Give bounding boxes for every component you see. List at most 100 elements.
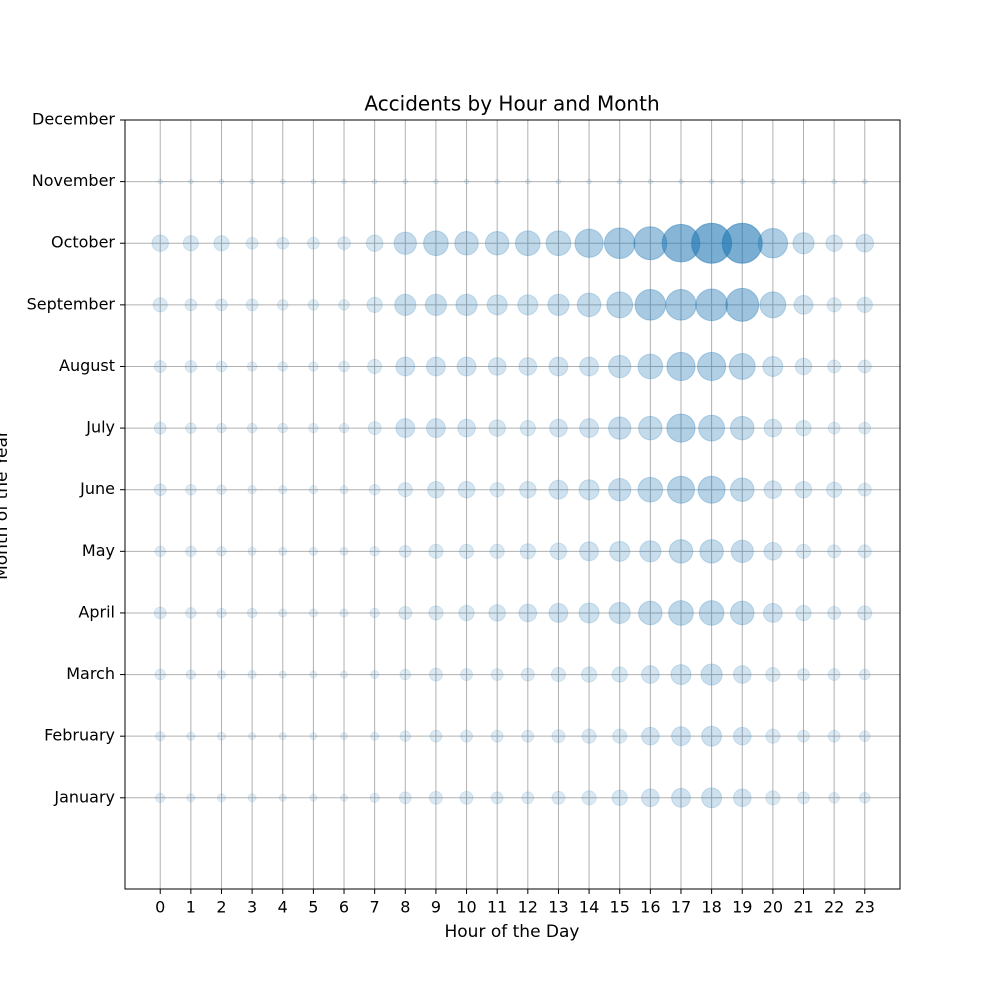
- bubble: [739, 178, 746, 185]
- bubble: [521, 729, 535, 743]
- bubble: [519, 543, 536, 560]
- bubble: [246, 422, 258, 434]
- bubble: [393, 231, 417, 255]
- bubble: [518, 357, 538, 376]
- y-tick-label: February: [44, 726, 115, 745]
- bubble: [521, 791, 535, 805]
- bubble: [859, 668, 871, 681]
- bubble: [725, 287, 760, 322]
- bubble: [794, 480, 813, 499]
- bubble: [609, 540, 631, 562]
- bubble: [184, 360, 198, 373]
- bubble: [433, 178, 439, 185]
- x-tick-label: 16: [640, 898, 660, 917]
- bubble: [278, 732, 287, 741]
- x-tick-label: 0: [155, 898, 165, 917]
- bubble: [457, 480, 476, 499]
- bubble: [277, 361, 288, 372]
- bubble: [608, 478, 632, 502]
- bubble: [337, 236, 351, 251]
- bubble: [276, 299, 289, 311]
- bubble: [428, 667, 443, 682]
- bubble: [216, 793, 227, 803]
- bubble: [245, 298, 259, 312]
- bubble: [545, 230, 572, 257]
- bubble: [728, 353, 756, 380]
- bubble: [697, 475, 726, 504]
- bubble: [153, 360, 167, 373]
- bubble: [700, 663, 723, 686]
- bubble: [579, 541, 599, 562]
- x-tick-label: 9: [431, 898, 441, 917]
- bubble: [367, 358, 383, 375]
- bubble: [800, 178, 807, 185]
- bubble: [339, 670, 349, 679]
- y-tick-label: July: [85, 418, 115, 437]
- bubble: [665, 289, 697, 321]
- bubble: [153, 483, 167, 497]
- y-tick-label: October: [51, 233, 115, 252]
- bubble: [825, 234, 843, 252]
- x-tick-label: 14: [579, 898, 599, 917]
- bubble: [341, 178, 347, 185]
- bubble: [371, 178, 378, 185]
- bubble: [247, 485, 257, 495]
- bubble: [857, 482, 872, 497]
- bubble: [489, 543, 505, 559]
- bubble: [765, 790, 781, 806]
- bubble: [426, 418, 446, 439]
- bubble: [307, 236, 320, 250]
- bubble: [307, 299, 320, 311]
- bubble: [797, 791, 810, 805]
- bubble: [827, 544, 842, 559]
- bubble: [514, 230, 541, 257]
- bubble: [488, 419, 506, 437]
- bubble: [309, 670, 318, 679]
- bubble: [339, 732, 349, 741]
- bubble: [463, 178, 470, 185]
- bubble: [797, 729, 810, 743]
- bubble: [581, 790, 597, 806]
- bubble: [763, 480, 783, 500]
- bubble: [339, 546, 349, 556]
- bubble: [366, 296, 383, 313]
- bubble: [696, 351, 727, 382]
- bubble: [184, 298, 198, 312]
- bubble: [186, 793, 196, 803]
- x-tick-label: 3: [247, 898, 257, 917]
- x-tick-label: 5: [308, 898, 318, 917]
- bubble: [153, 421, 167, 435]
- y-tick-label: January: [53, 787, 115, 806]
- bubble: [579, 418, 599, 439]
- bubble: [423, 230, 449, 257]
- bubble: [276, 236, 290, 250]
- x-tick-label: 7: [370, 898, 380, 917]
- bubble: [216, 669, 227, 680]
- bubble: [730, 539, 754, 563]
- bubble: [699, 539, 724, 564]
- y-tick-label: April: [78, 602, 115, 621]
- bubble: [247, 793, 257, 803]
- bubble: [426, 356, 446, 377]
- bubble: [460, 729, 473, 743]
- bubble: [490, 791, 504, 805]
- bubble: [708, 178, 715, 185]
- bubble: [794, 357, 813, 376]
- x-tick-label: 21: [793, 898, 813, 917]
- bubble: [428, 543, 444, 559]
- bubble: [857, 359, 872, 374]
- bubble: [551, 790, 566, 805]
- bubble: [455, 293, 478, 316]
- bubble: [608, 354, 632, 379]
- bubble: [486, 294, 508, 316]
- bubble: [245, 236, 259, 250]
- bubble: [424, 293, 448, 316]
- bubble: [185, 422, 197, 434]
- bubble: [215, 298, 228, 312]
- bubble: [549, 542, 568, 561]
- bubble: [308, 422, 319, 434]
- bubble: [216, 546, 227, 557]
- bubble: [638, 600, 663, 626]
- bubble: [608, 601, 631, 625]
